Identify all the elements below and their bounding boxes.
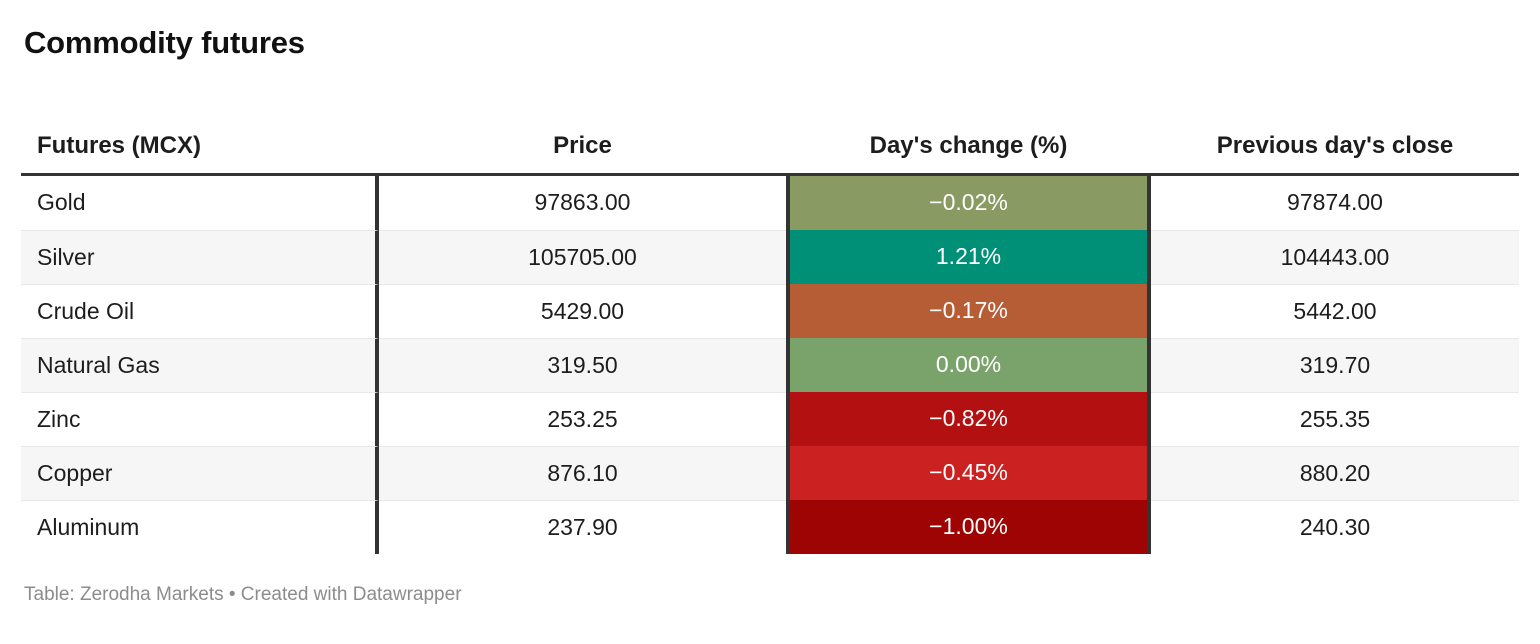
commodity-futures-table: Futures (MCX) Price Day's change (%) Pre… bbox=[21, 120, 1519, 554]
prev-close-value: 319.70 bbox=[1151, 337, 1519, 392]
futures-name: Silver bbox=[21, 229, 379, 284]
futures-name: Gold bbox=[21, 175, 379, 230]
table-body: Gold 97863.00 −0.02% 97874.00 Silver 105… bbox=[21, 175, 1519, 554]
column-header-futures: Futures (MCX) bbox=[21, 120, 379, 176]
change-cell: 0.00% bbox=[786, 337, 1151, 392]
column-header-change: Day's change (%) bbox=[786, 120, 1151, 176]
futures-name: Copper bbox=[21, 445, 379, 500]
table-header: Futures (MCX) Price Day's change (%) Pre… bbox=[21, 120, 1519, 176]
change-cell: −1.00% bbox=[786, 499, 1151, 554]
table-row-zinc: Zinc 253.25 −0.82% 255.35 bbox=[21, 391, 1519, 446]
price-value: 876.10 bbox=[379, 445, 786, 500]
futures-name: Zinc bbox=[21, 391, 379, 446]
table-row-copper: Copper 876.10 −0.45% 880.20 bbox=[21, 445, 1519, 500]
price-value: 319.50 bbox=[379, 337, 786, 392]
table-row-gold: Gold 97863.00 −0.02% 97874.00 bbox=[21, 175, 1519, 230]
change-cell: −0.82% bbox=[786, 391, 1151, 446]
table-row-aluminum: Aluminum 237.90 −1.00% 240.30 bbox=[21, 499, 1519, 554]
table-row-crude-oil: Crude Oil 5429.00 −0.17% 5442.00 bbox=[21, 283, 1519, 338]
prev-close-value: 255.35 bbox=[1151, 391, 1519, 446]
change-cell: −0.45% bbox=[786, 445, 1151, 500]
attribution-footer: Table: Zerodha Markets • Created with Da… bbox=[24, 583, 462, 605]
futures-name: Crude Oil bbox=[21, 283, 379, 338]
commodity-futures-page: Commodity futures Futures (MCX) Price Da… bbox=[0, 24, 1540, 644]
price-value: 97863.00 bbox=[379, 175, 786, 230]
prev-close-value: 104443.00 bbox=[1151, 229, 1519, 284]
page-title: Commodity futures bbox=[24, 25, 305, 60]
futures-name: Aluminum bbox=[21, 499, 379, 554]
price-value: 105705.00 bbox=[379, 229, 786, 284]
header-row: Futures (MCX) Price Day's change (%) Pre… bbox=[21, 120, 1519, 176]
table-row-natural-gas: Natural Gas 319.50 0.00% 319.70 bbox=[21, 337, 1519, 392]
futures-name: Natural Gas bbox=[21, 337, 379, 392]
change-cell: −0.17% bbox=[786, 283, 1151, 338]
change-cell: 1.21% bbox=[786, 229, 1151, 284]
table-row-silver: Silver 105705.00 1.21% 104443.00 bbox=[21, 229, 1519, 284]
price-value: 253.25 bbox=[379, 391, 786, 446]
prev-close-value: 5442.00 bbox=[1151, 283, 1519, 338]
prev-close-value: 880.20 bbox=[1151, 445, 1519, 500]
change-cell: −0.02% bbox=[786, 175, 1151, 230]
price-value: 5429.00 bbox=[379, 283, 786, 338]
column-header-price: Price bbox=[379, 120, 786, 176]
column-header-prev-close: Previous day's close bbox=[1151, 120, 1519, 176]
price-value: 237.90 bbox=[379, 499, 786, 554]
prev-close-value: 97874.00 bbox=[1151, 175, 1519, 230]
prev-close-value: 240.30 bbox=[1151, 499, 1519, 554]
